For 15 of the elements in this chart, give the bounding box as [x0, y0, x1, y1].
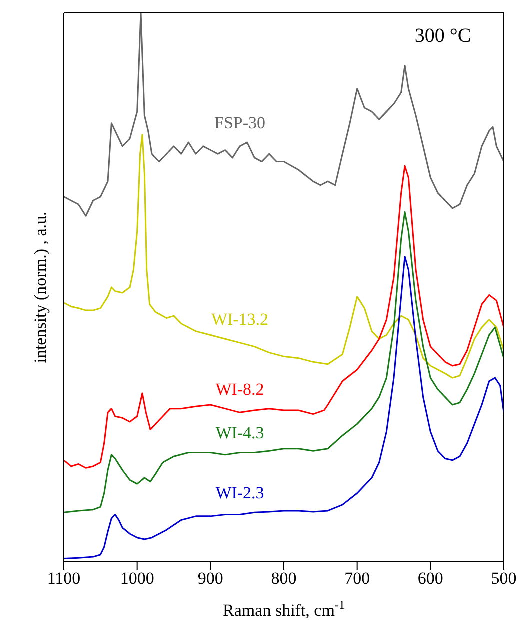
- x-tick-label: 1000: [120, 569, 154, 588]
- x-axis-title: Raman shift, cm$^{-1}$: [223, 598, 345, 620]
- series-label: WI-4.3: [216, 424, 264, 443]
- x-tick-label: 900: [198, 569, 224, 588]
- series-label: WI-8.2: [216, 380, 264, 399]
- series-label: WI-13.2: [211, 310, 269, 330]
- x-tick-label: 1100: [47, 569, 81, 588]
- x-tick-label: 600: [418, 569, 444, 588]
- x-tick-label: 500: [491, 569, 517, 588]
- y-axis-title: intensity (norm.) , a.u.: [31, 212, 50, 364]
- series-label: FSP-30: [214, 114, 266, 133]
- x-tick-label: 800: [271, 569, 297, 588]
- annotation: 300 °C: [414, 25, 472, 47]
- series-label: WI-2.3: [216, 484, 264, 503]
- x-tick-label: 700: [344, 569, 370, 588]
